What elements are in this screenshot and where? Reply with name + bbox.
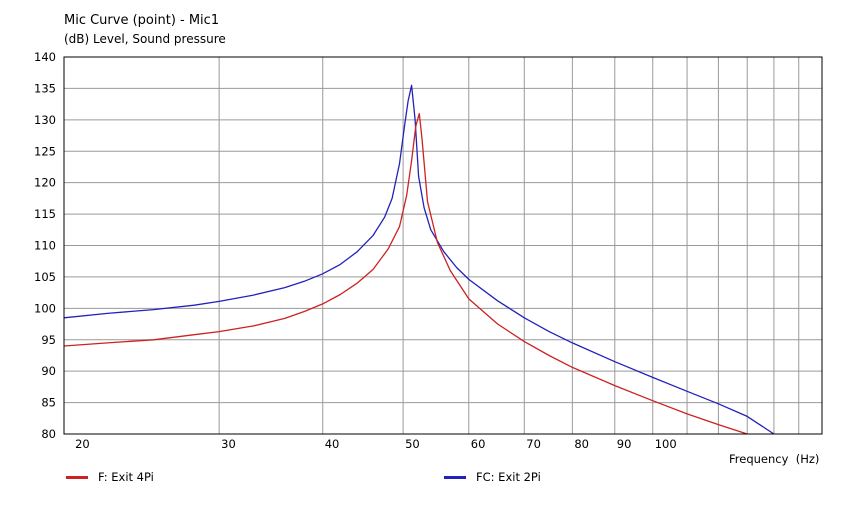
x-tick-label: 40 — [325, 437, 340, 451]
legend-item-red: F: Exit 4Pi — [66, 470, 154, 484]
x-axis-label: Frequency (Hz) — [729, 452, 820, 466]
y-tick-label: 105 — [34, 270, 56, 284]
y-tick-label: 85 — [41, 396, 56, 410]
plot-frame — [63, 56, 823, 435]
x-tick-label: 100 — [655, 437, 677, 451]
legend-label-blue: FC: Exit 2Pi — [476, 470, 541, 484]
x-tick-label: 60 — [471, 437, 486, 451]
legend-item-blue: FC: Exit 2Pi — [444, 470, 541, 484]
y-tick-label: 125 — [34, 144, 56, 158]
y-tick-label: 90 — [41, 364, 56, 378]
y-tick-label: 135 — [34, 81, 56, 95]
legend-label-red: F: Exit 4Pi — [98, 470, 154, 484]
y-tick-label: 100 — [34, 301, 56, 315]
y-tick-label: 95 — [41, 333, 56, 347]
tick-labels: 80 85 90 95 100 105 110 115 120 125 130 135 140 20 30 4… — [34, 50, 677, 451]
y-tick-label: 140 — [34, 50, 56, 64]
x-tick-label: 80 — [574, 437, 589, 451]
y-tick-label: 130 — [34, 113, 56, 127]
grid-lines — [64, 57, 822, 434]
chart-title: Mic Curve (point) - Mic1 — [64, 13, 220, 28]
series-layer — [63, 84, 775, 435]
x-tick-label: 20 — [75, 437, 90, 451]
y-tick-label: 80 — [41, 427, 56, 441]
x-tick-label: 90 — [617, 437, 632, 451]
x-tick-label: 70 — [526, 437, 541, 451]
x-tick-label: 50 — [405, 437, 420, 451]
y-tick-label: 120 — [34, 176, 56, 190]
y-tick-label: 115 — [34, 207, 56, 221]
y-tick-label: 110 — [34, 239, 56, 253]
series-line-fc-exit-2pi — [63, 84, 775, 435]
legend-swatch-blue — [444, 475, 466, 479]
x-tick-label: 30 — [221, 437, 236, 451]
series-line-f-exit-4pi — [63, 112, 748, 435]
legend-swatch-red — [66, 475, 88, 479]
chart-subtitle: (dB) Level, Sound pressure — [64, 32, 226, 46]
